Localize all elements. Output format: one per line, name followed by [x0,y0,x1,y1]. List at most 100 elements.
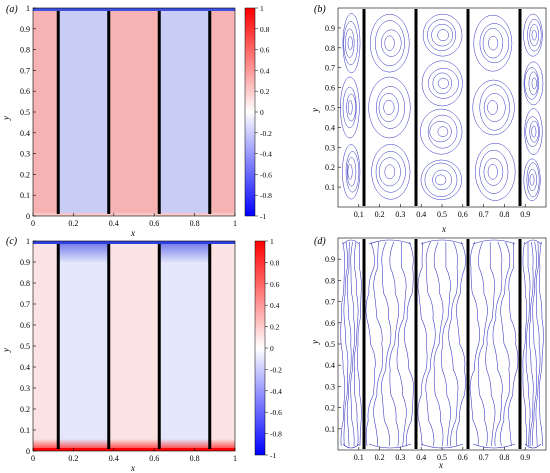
y-tick-label: 0.6 [325,319,335,328]
streamline [346,93,356,122]
y-tick-label: 0.8 [20,46,30,55]
plate [157,11,161,214]
y-axis: 0 0.1 0.2 0.3 0.4 0.5 0.6 0.7 0.8 0.9 1 [20,237,36,456]
streamline [478,241,488,447]
streamline [469,241,480,447]
colorbar-tick-label: -0.8 [260,191,272,200]
y-axis-label: y [310,108,320,113]
colorbar-tick-label: 0.2 [270,323,280,332]
streamline [527,18,542,52]
plate [518,239,522,449]
y-tick-label: 0.5 [20,108,30,117]
streamline [429,121,452,143]
streamline [527,168,537,191]
y-tick-label: 0.2 [20,170,30,179]
x-tick-label: 0.2 [375,453,385,462]
streamline [389,241,400,447]
streamline [539,241,544,447]
negative-region [58,241,109,451]
plate [362,9,366,206]
streamline [528,241,534,447]
y-tick-label: 0.1 [325,425,335,434]
colorbar: 1 0.8 0.6 0.4 0.2 0 -0.2 -0.4 -0.6 -0.8 -1 [254,237,282,460]
streamline [523,158,541,202]
y-tick-label: 0.6 [325,84,335,93]
x-tick-label: 1 [233,454,237,463]
streamline [488,35,499,51]
colorbar-tick-label: -0.2 [260,129,272,138]
streamline [420,108,463,155]
y-tick-label: 0.5 [20,342,30,351]
x-tick-label: 0.7 [479,210,489,219]
panel-label: (d) [314,236,326,247]
panel-label: (b) [314,4,326,15]
y-tick-label: 0.3 [20,384,30,393]
streamline [345,151,360,193]
streamline [425,241,436,447]
streamline [483,93,506,122]
streamline [375,151,406,193]
streamline [424,162,458,198]
streamline [346,157,357,187]
y-tick-label: 0.3 [325,382,335,391]
x-tick-label: 0.6 [458,210,468,219]
y-tick-label: 0.1 [20,426,30,435]
streamline [357,241,362,447]
x-axis-label: x [438,460,443,470]
streamline [535,241,541,447]
streamline [368,239,412,245]
streamline [529,24,540,47]
y-tick-label: 0.9 [20,258,30,267]
colorbar-tick-label: -0.8 [270,430,282,439]
colorbar-tick-label: 0.4 [260,66,270,75]
streamline [433,241,444,447]
y-tick-label: 0.3 [20,150,30,159]
streamline [479,23,510,64]
colorbar-scale [244,7,256,217]
colorbar-tick-label: 0 [260,108,264,117]
x-tick-label: 0.5 [437,453,447,462]
streamline [524,67,539,100]
y-tick-label: 0.2 [20,405,30,414]
plate [107,11,111,214]
bottom-wall [33,213,235,216]
streamline [455,241,466,447]
streamline [342,144,361,200]
streamline [492,241,503,447]
plate [466,239,470,449]
streamline [524,443,542,449]
y-tick-label: 0.4 [20,363,30,372]
y-tick-label: 0.3 [325,143,335,152]
panel-c: (c) 1 0.8 0.6 0.4 0.2 0 -0.2 -0.4 -0.6 -0.8 -1 0 0.… [1,236,282,473]
streamline [524,239,542,245]
panel-a: (a) 1 0.8 0.6 0.4 0.2 0 -0.2 -0.4 -0.6 -0.8 -1 0 0.… [1,4,272,238]
streamline-field [338,8,546,207]
x-tick-label: 0.4 [109,219,119,228]
panel-label: (a) [6,4,18,15]
negative-region [159,241,210,451]
streamline [441,241,451,447]
colorbar-tick-label: -0.4 [260,150,272,159]
colorbar-tick-label: 0.2 [260,87,270,96]
plate [56,244,60,449]
x-axis-label: x [130,463,135,473]
streamline [524,108,543,155]
streamline [431,23,453,47]
streamline [483,158,504,186]
colorbar-tick-label: -0.4 [270,387,282,396]
streamline [421,60,463,107]
y-axis: 0 0.1 0.2 0.3 0.4 0.5 0.6 0.7 0.8 0.9 1 [20,4,36,221]
y-tick-label: 0 [26,212,30,221]
y-tick-label: 0.1 [20,191,30,200]
top-lid [33,241,235,244]
streamline [473,14,513,72]
streamline [373,241,384,447]
streamline [381,241,392,447]
streamline [376,86,406,129]
x-tick-label: 0.8 [499,210,509,219]
streamline [529,120,539,143]
x-axis-label: x [441,224,446,234]
streamline [343,21,359,66]
x-tick-label: 0.2 [375,210,385,219]
